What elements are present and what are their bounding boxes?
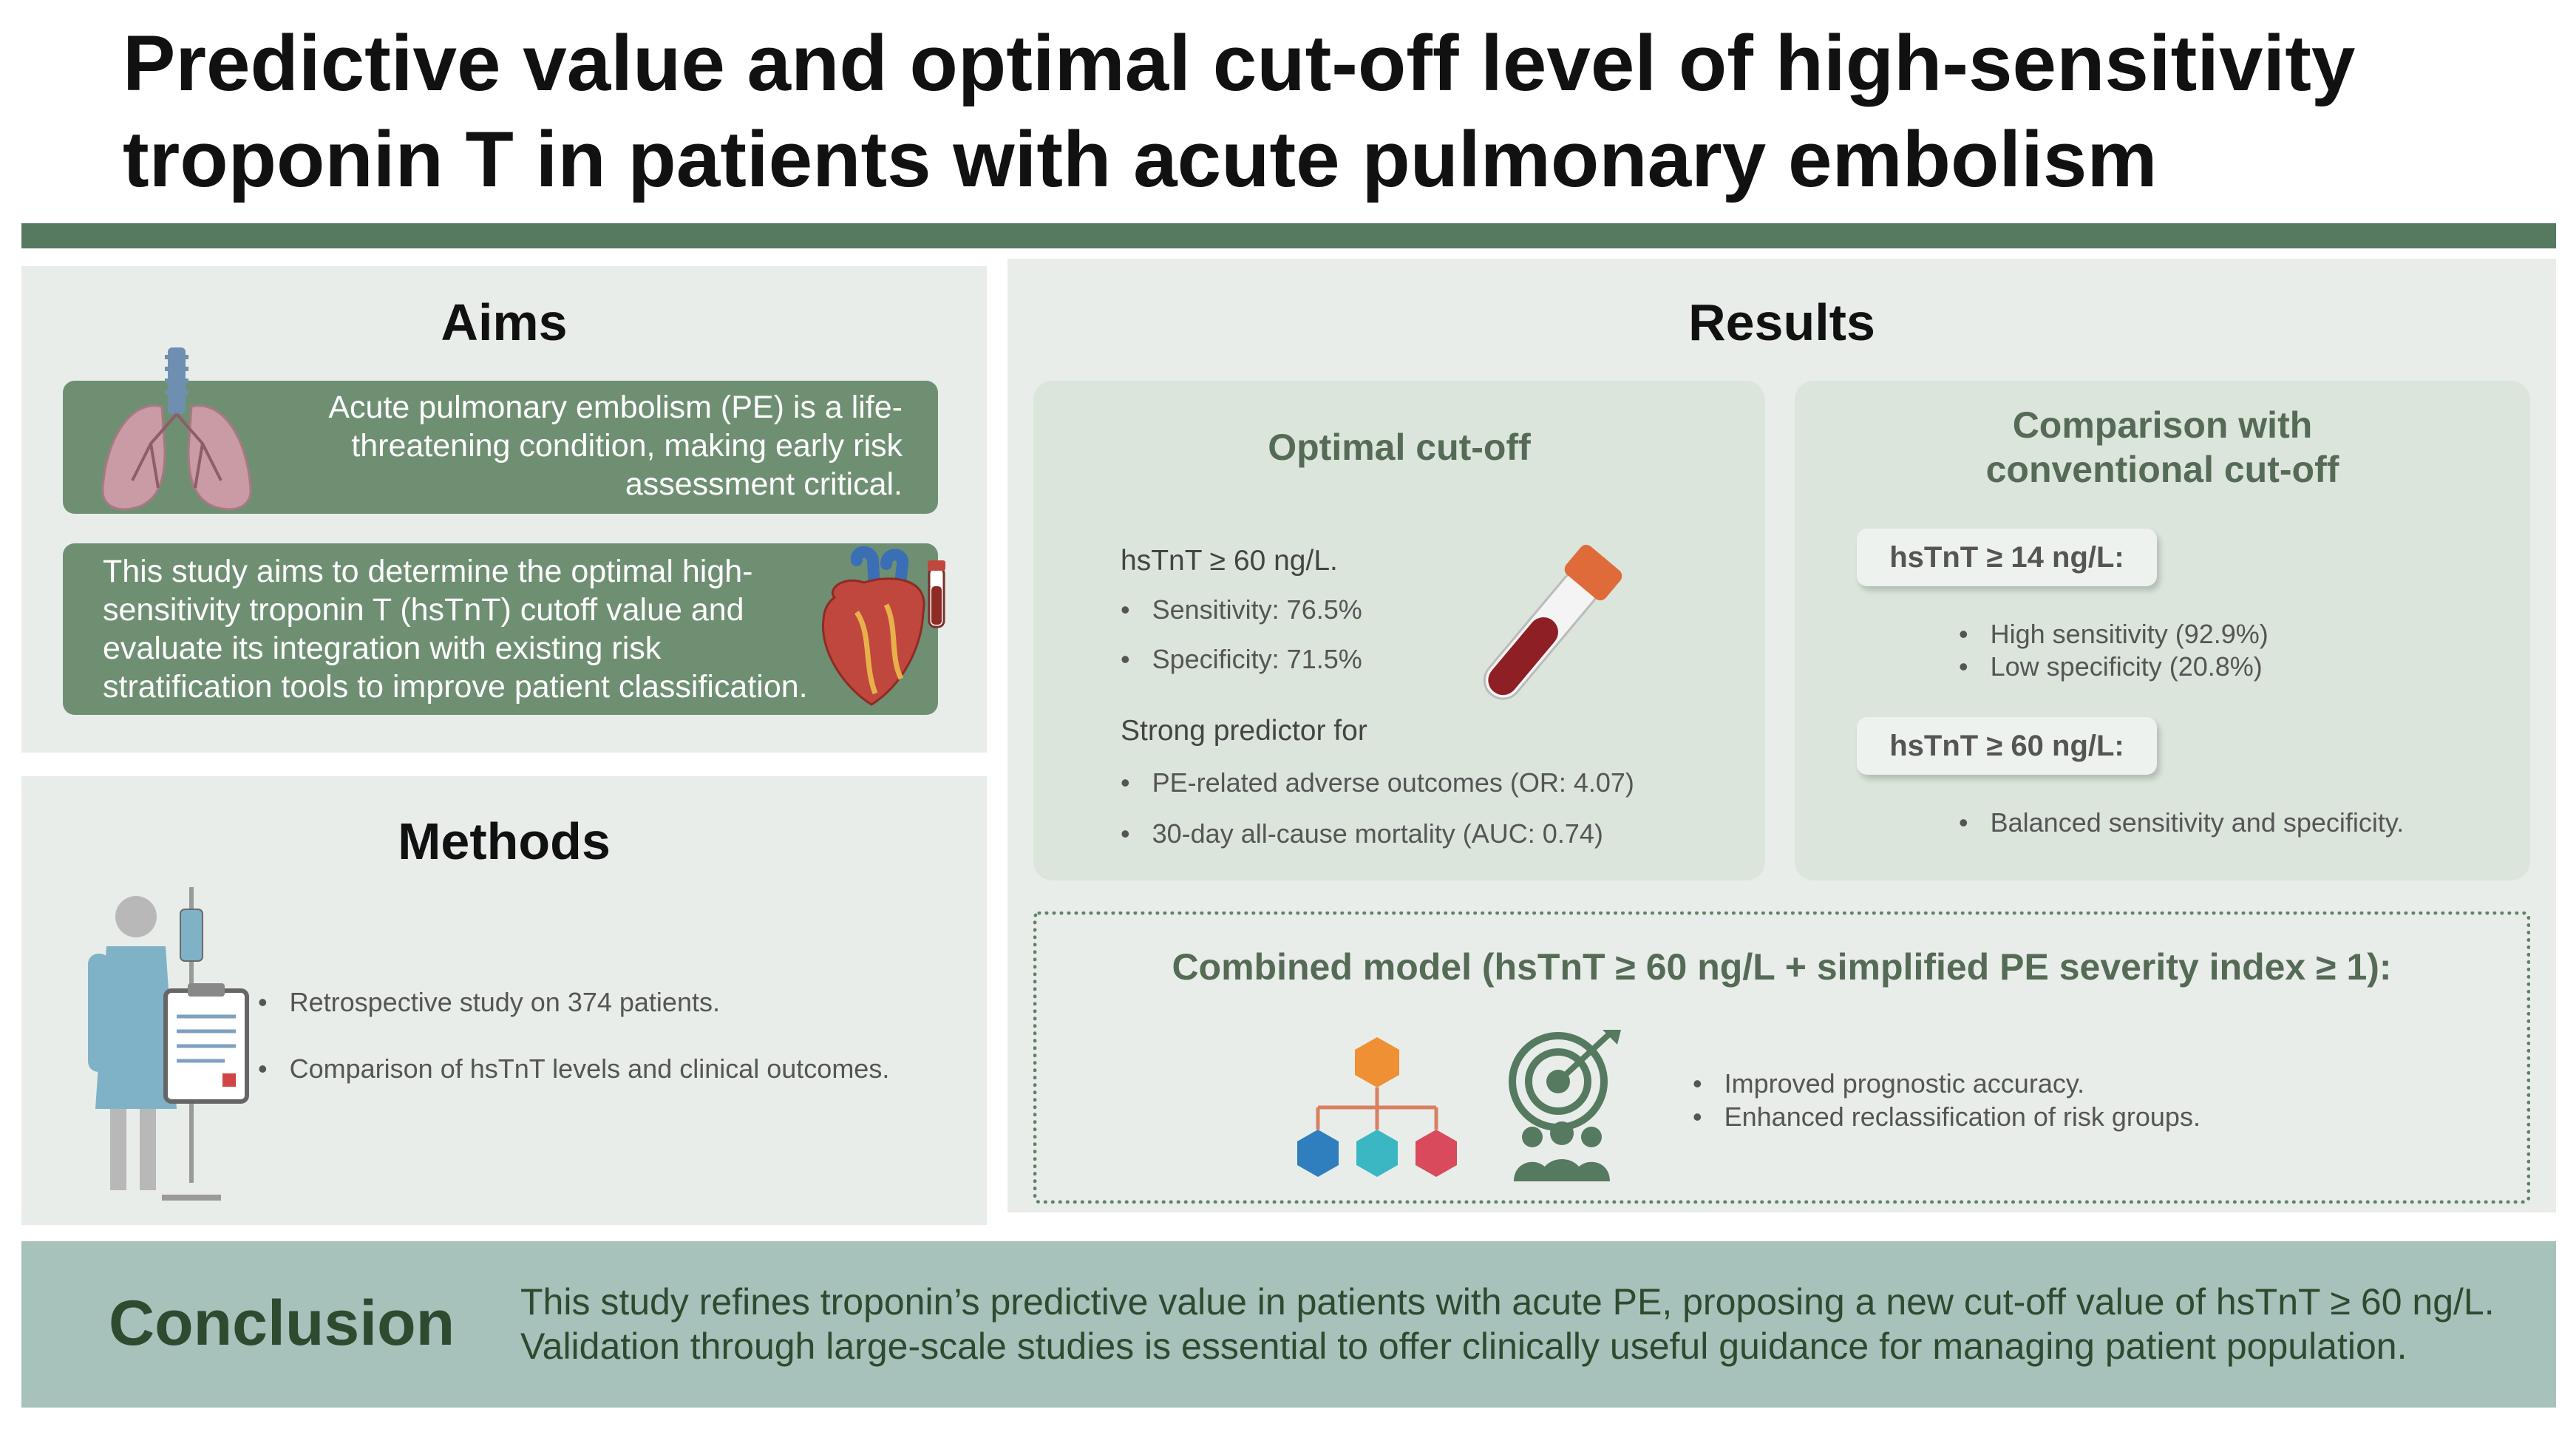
methods-bullet-1: • Retrospective study on 374 patients. xyxy=(258,987,720,1017)
combined-model-box: Combined model (hsTnT ≥ 60 ng/L + simpli… xyxy=(1033,912,2530,1204)
comparison-box: Comparison with conventional cut-off hsT… xyxy=(1795,381,2530,880)
hexagon-hierarchy-icon xyxy=(1297,1037,1457,1177)
blood-tube-icon xyxy=(1483,545,1622,700)
title-line-1: Predictive value and optimal cut-off lev… xyxy=(123,18,2356,107)
heart-icon xyxy=(821,546,945,706)
aims-context-box: Acute pulmonary embolism (PE) is a life-… xyxy=(63,381,938,514)
methods-bullet-2: • Comparison of hsTnT levels and clinica… xyxy=(258,1053,890,1084)
combined-model-heading: Combined model (hsTnT ≥ 60 ng/L + simpli… xyxy=(1172,946,2392,988)
predictor-label: Strong predictor for xyxy=(1121,715,1367,747)
lungs-icon xyxy=(101,347,252,511)
aims-objective-box: This study aims to determine the optimal… xyxy=(63,543,938,715)
comparison-heading: Comparison with conventional cut-off xyxy=(1985,404,2339,490)
specificity-item: • Specificity: 71.5% xyxy=(1121,644,1362,674)
results-panel: Results Optimal cut-off hsTnT ≥ 60 ng/L.… xyxy=(1007,259,2556,1212)
conclusion-panel: Conclusion This study refines troponin’s… xyxy=(21,1241,2556,1408)
aims-objective-text: This study aims to determine the optimal… xyxy=(103,554,808,705)
pill-hstnt-14: hsTnT ≥ 14 ng/L: xyxy=(1857,529,2157,586)
pill-hstnt-60: hsTnT ≥ 60 ng/L: xyxy=(1857,717,2157,775)
predictor-item-2: • 30-day all-cause mortality (AUC: 0.74) xyxy=(1121,818,1603,849)
optimal-cutoff-heading: Optimal cut-off xyxy=(1268,427,1531,468)
conclusion-text: This study refines troponin’s predictive… xyxy=(520,1281,2495,1367)
methods-heading: Methods xyxy=(398,812,611,870)
aims-context-text: Acute pulmonary embolism (PE) is a life-… xyxy=(328,390,903,502)
results-heading: Results xyxy=(1688,293,1875,351)
methods-panel: Methods • Retrospective study on 374 pat… xyxy=(21,776,987,1225)
title-line-2: troponin T in patients with acute pulmon… xyxy=(123,115,2158,203)
aims-panel: Aims Acute pulmonary embolism (PE) is a … xyxy=(21,266,987,753)
predictor-item-1: • PE-related adverse outcomes (OR: 4.07) xyxy=(1121,767,1634,798)
target-people-icon xyxy=(1509,1030,1621,1181)
title-divider-bar xyxy=(21,223,2556,248)
pill1-bullet-1: • High sensitivity (92.9%) xyxy=(1959,619,2269,649)
conclusion-heading: Conclusion xyxy=(109,1288,455,1359)
patient-iv-clipboard-icon xyxy=(88,887,249,1201)
page-title: Predictive value and optimal cut-off lev… xyxy=(123,15,2488,207)
aims-heading: Aims xyxy=(441,293,568,351)
pill2-bullet-1: • Balanced sensitivity and specificity. xyxy=(1959,807,2405,838)
pill1-bullet-2: • Low specificity (20.8%) xyxy=(1959,651,2263,682)
optimal-threshold: hsTnT ≥ 60 ng/L. xyxy=(1121,545,1338,577)
optimal-cutoff-box: Optimal cut-off hsTnT ≥ 60 ng/L. • Sensi… xyxy=(1033,381,1765,880)
combined-bullet-2: • Enhanced reclassification of risk grou… xyxy=(1693,1102,2201,1132)
combined-bullet-1: • Improved prognostic accuracy. xyxy=(1693,1068,2085,1099)
sensitivity-item: • Sensitivity: 76.5% xyxy=(1121,594,1362,625)
